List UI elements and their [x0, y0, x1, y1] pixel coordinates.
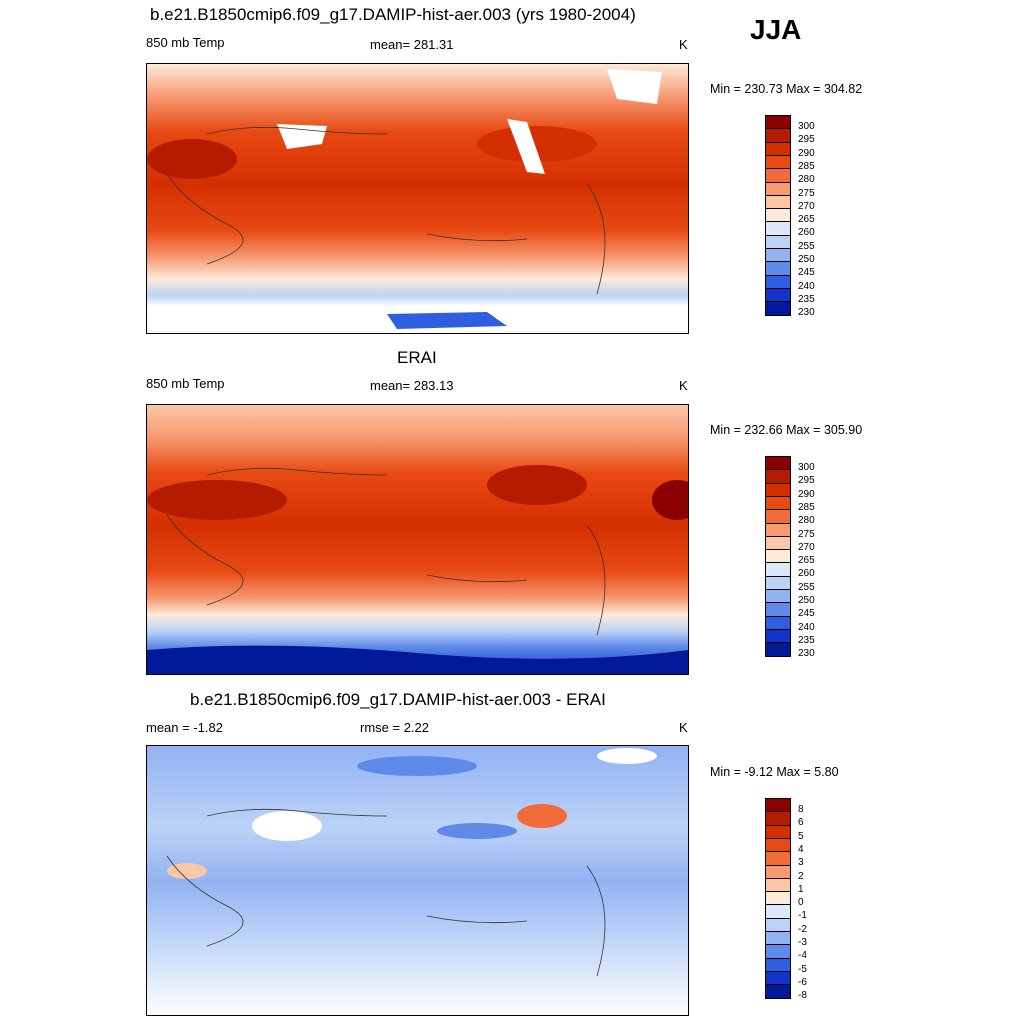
panel-2-coastlines: [166, 467, 606, 636]
colorbar-label: 290: [798, 147, 815, 159]
colorbar-swatch: [765, 301, 791, 317]
colorbar-label: 0: [798, 897, 804, 909]
colorbar-label: 265: [798, 214, 815, 226]
colorbar-label: 6: [798, 817, 804, 829]
panel-1-missing-region: [607, 69, 662, 104]
colorbar-label: 2: [798, 870, 804, 882]
colorbar-label: 3: [798, 857, 804, 869]
panel-1-mean-label: mean= 281.31: [370, 37, 454, 52]
panel-3-title: b.e21.B1850cmip6.f09_g17.DAMIP-hist-aer.…: [190, 690, 606, 709]
colorbar-label: 275: [798, 528, 815, 540]
colorbar-label: 5: [798, 830, 804, 842]
panel-3-missing-region: [252, 811, 322, 841]
colorbar-label: 260: [798, 227, 815, 239]
panel-3-coastlines: [166, 808, 606, 977]
panel-2-cold-region: [147, 645, 688, 674]
colorbar-label: -6: [798, 976, 807, 988]
colorbar-label: 280: [798, 174, 815, 186]
panel-3-mean-label: mean = -1.82: [146, 720, 223, 735]
panel-3-warm-anomaly: [167, 863, 207, 879]
colorbar-label: 295: [798, 475, 815, 487]
colorbar-label: 260: [798, 568, 815, 580]
panel-2-hot-region: [652, 480, 688, 520]
panel-2-mean-label: mean= 283.13: [370, 378, 454, 393]
panel-3-cold-anomaly: [437, 823, 517, 839]
panel-2-map-svg: [147, 405, 688, 674]
colorbar-label: 1: [798, 883, 804, 895]
panel-1-hot-region: [477, 126, 597, 162]
colorbar-label: 245: [798, 267, 815, 279]
panel-1-map-svg: [147, 64, 688, 333]
colorbar-label: 230: [798, 307, 815, 319]
panel-2-units-label: K: [679, 378, 688, 393]
colorbar-label: -4: [798, 950, 807, 962]
colorbar-label: 270: [798, 541, 815, 553]
colorbar-label: 290: [798, 488, 815, 500]
colorbar-label: 8: [798, 804, 804, 815]
panel-3-map: [146, 745, 689, 1016]
colorbar-label: -1: [798, 910, 807, 922]
panel-3-missing-region: [597, 748, 657, 764]
colorbar-label: -3: [798, 937, 807, 948]
panel-2-title: ERAI: [397, 348, 437, 367]
panel-3-field: [147, 746, 688, 1015]
colorbar-swatch: [765, 984, 791, 1000]
colorbar-label: 250: [798, 254, 815, 265]
colorbar-label: 240: [798, 280, 815, 292]
colorbar-label: 4: [798, 843, 804, 855]
panel-3-cold-anomaly: [357, 756, 477, 776]
panel-1-field: [147, 64, 688, 333]
colorbar-label: 275: [798, 187, 815, 199]
colorbar-label: 265: [798, 555, 815, 567]
colorbar-label: 270: [798, 200, 815, 212]
panel-2-hot-region: [147, 480, 287, 520]
panel-3-warm-anomaly: [517, 804, 567, 828]
colorbar-label: 300: [798, 462, 815, 473]
panel-1-units-label: K: [679, 37, 688, 52]
colorbar-label: 300: [798, 121, 815, 132]
panel-1-coastlines: [166, 126, 606, 295]
panel-3-map-svg: [147, 746, 688, 1015]
colorbar-label: 280: [798, 515, 815, 527]
panel-1-variable-label: 850 mb Temp: [146, 35, 225, 50]
colorbar-label: 285: [798, 501, 815, 513]
panel-1-cold-region: [387, 312, 507, 329]
colorbar-label: 235: [798, 634, 815, 646]
panel-1-title: b.e21.B1850cmip6.f09_g17.DAMIP-hist-aer.…: [150, 5, 636, 24]
panel-1-minmax: Min = 230.73 Max = 304.82: [710, 82, 863, 96]
panel-2-variable-label: 850 mb Temp: [146, 376, 225, 391]
colorbar-label: -8: [798, 990, 807, 1002]
colorbar-label: 245: [798, 608, 815, 620]
colorbar-label: -2: [798, 923, 807, 935]
colorbar-label: -5: [798, 963, 807, 975]
colorbar-label: 240: [798, 621, 815, 633]
panel-1-hot-region: [147, 139, 237, 179]
colorbar-label: 285: [798, 160, 815, 172]
colorbar-label: 295: [798, 134, 815, 146]
panel-2-map: [146, 404, 689, 675]
panel-3-minmax: Min = -9.12 Max = 5.80: [710, 765, 839, 779]
colorbar-swatch: [765, 642, 791, 658]
colorbar-label: 235: [798, 293, 815, 305]
panel-3-units-label: K: [679, 720, 688, 735]
colorbar-label: 255: [798, 240, 815, 252]
panel-1-map: [146, 63, 689, 334]
panel-3-rmse-label: rmse = 2.22: [360, 720, 430, 735]
colorbar-label: 255: [798, 581, 815, 593]
panel-1-missing-region: [507, 119, 545, 174]
season-label: JJA: [750, 14, 802, 45]
panel-2-field: [147, 405, 688, 674]
colorbar-label: 230: [798, 648, 815, 660]
colorbar-label: 250: [798, 595, 815, 606]
panel-2-minmax: Min = 232.66 Max = 305.90: [710, 423, 863, 437]
panel-2-hot-region: [487, 465, 587, 505]
